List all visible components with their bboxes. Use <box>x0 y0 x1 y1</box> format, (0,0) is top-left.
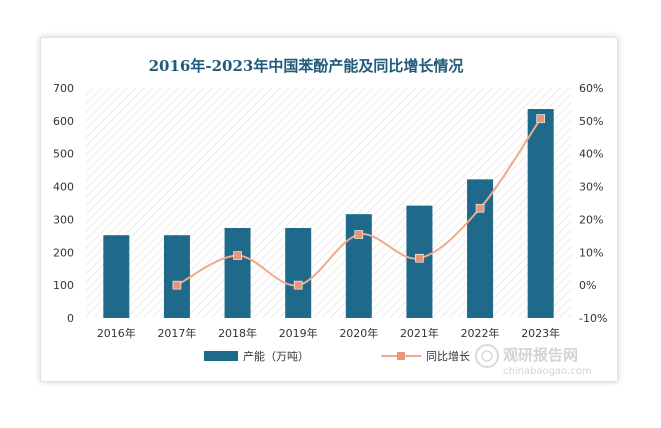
chart-area: 2016年-2023年中国苯酚产能及同比增长情况 2016年 2017年 2018年… <box>53 57 607 377</box>
y-right-tick-label: 40% <box>579 148 603 161</box>
y-right-tick-label: 10% <box>579 246 603 259</box>
bar-4 <box>345 214 372 318</box>
y-right-tick-label: -10% <box>579 312 607 325</box>
y-left-tick-label: 400 <box>53 181 74 194</box>
plot-background <box>86 88 571 318</box>
y-right-tick-label: 0% <box>579 279 596 292</box>
bar-7 <box>527 109 554 319</box>
x-tick-label: 2017年 <box>157 326 196 340</box>
y-left-tick-label: 600 <box>53 115 74 128</box>
y-left-tick-label: 0 <box>67 312 74 325</box>
line-point-5 <box>415 253 424 263</box>
bar-6 <box>467 179 494 318</box>
y-left-tick-label: 700 <box>53 82 74 95</box>
bar-2 <box>224 227 251 318</box>
line-point-7 <box>536 114 545 123</box>
line-point-4 <box>354 230 364 239</box>
y-left-tick-label: 300 <box>53 213 74 226</box>
line-point-3 <box>293 280 303 290</box>
x-tick-label: 2016年 <box>97 326 136 340</box>
y-left-tick-label: 200 <box>53 246 74 259</box>
x-tick-label: 2022年 <box>461 326 500 340</box>
y-right-tick-label: 30% <box>579 181 603 194</box>
y-right-tick-label: 20% <box>579 213 603 226</box>
line-point-6 <box>475 203 485 213</box>
watermark-circle-icon <box>475 344 499 368</box>
watermark-logo: 观研报告网 chinabaogao.com <box>475 344 592 377</box>
watermark-brand: 观研报告网 <box>503 346 578 364</box>
y-left-tick-label: 100 <box>53 279 74 292</box>
bar-0 <box>103 235 130 318</box>
x-tick-label: 2023年 <box>521 326 560 340</box>
line-point-1 <box>172 280 182 290</box>
watermark-url: chinabaogao.com <box>503 366 592 377</box>
legend-line-label: 同比增长 <box>426 349 470 363</box>
y-right-tick-label: 60% <box>579 82 603 95</box>
legend: 产能（万吨） 同比增长 <box>204 349 470 363</box>
legend-bar-swatch <box>204 351 238 361</box>
chart-title: 2016年-2023年中国苯酚产能及同比增长情况 <box>149 57 464 75</box>
x-tick-label: 2018年 <box>218 326 257 340</box>
y-right-tick-label: 50% <box>579 115 603 128</box>
x-tick-label: 2020年 <box>339 326 378 340</box>
legend-bar-label: 产能（万吨） <box>243 349 309 363</box>
line-point-2 <box>233 251 242 260</box>
x-tick-label: 2021年 <box>400 326 439 340</box>
bar-3 <box>285 227 312 318</box>
y-left-tick-label: 500 <box>53 148 74 161</box>
legend-line-marker <box>397 352 405 360</box>
chart-card: 2016年-2023年中国苯酚产能及同比增长情况 2016年 2017年 2018年… <box>40 37 618 382</box>
x-tick-label: 2019年 <box>279 326 318 340</box>
bar-1 <box>163 235 190 318</box>
